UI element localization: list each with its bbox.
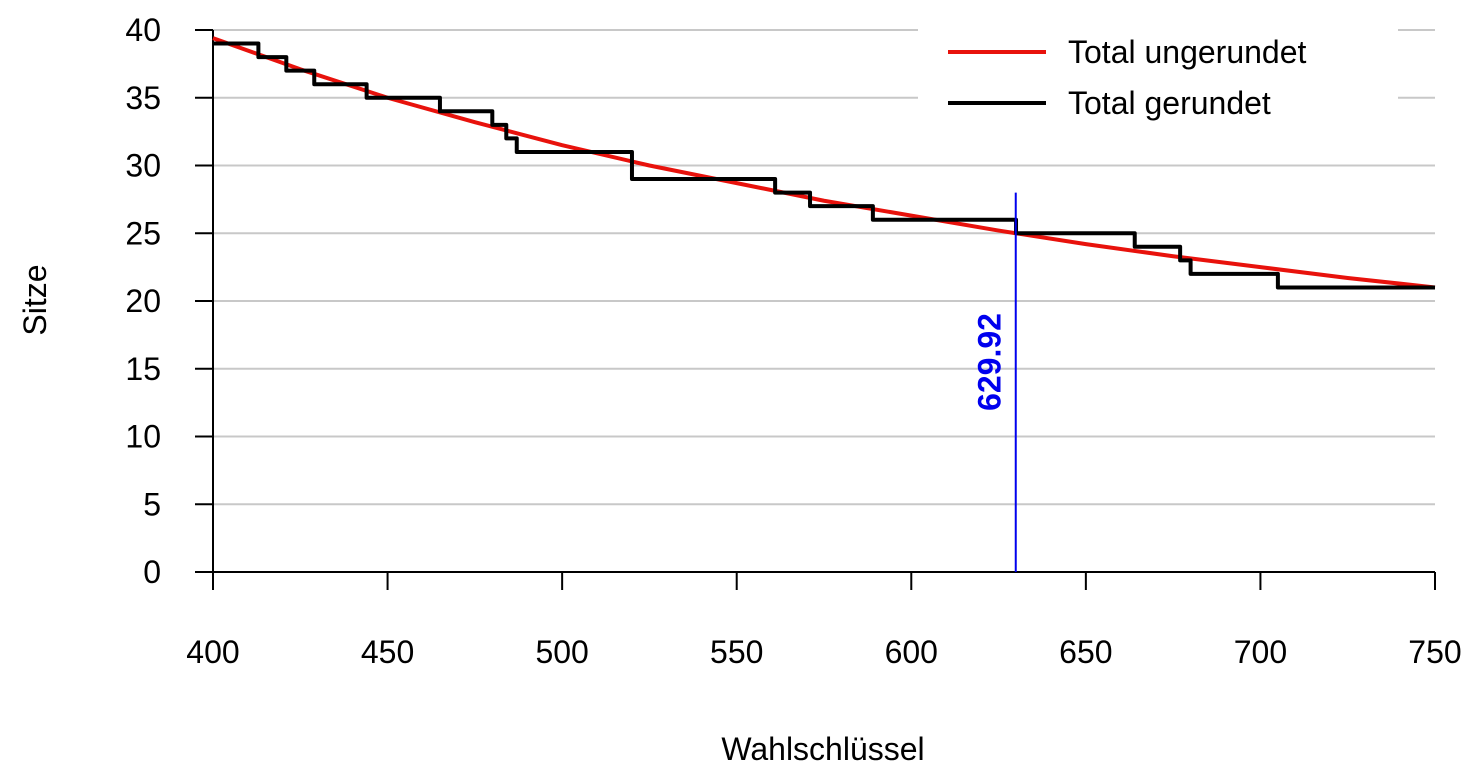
marker-label: 629.92 <box>972 313 1008 411</box>
y-tick-label: 15 <box>125 351 161 387</box>
x-tick-label: 750 <box>1408 634 1461 670</box>
legend-background <box>918 24 1398 136</box>
legend-label: Total ungerundet <box>1068 34 1307 70</box>
series-line-ungerundet <box>212 36 1436 290</box>
x-tick-label: 400 <box>186 634 239 670</box>
y-tick-label: 5 <box>143 486 161 522</box>
series-line-gerundet <box>213 41 1435 290</box>
y-tick-label: 40 <box>125 12 161 48</box>
legend: Total ungerundet Total gerundet <box>918 24 1398 136</box>
x-tick-label: 700 <box>1234 634 1287 670</box>
x-tick-label: 600 <box>885 634 938 670</box>
y-ticks: 0 5 10 15 20 25 30 35 40 <box>125 12 213 590</box>
y-axis-title: Sitze <box>17 264 53 335</box>
x-ticks: 400 450 500 550 600 650 700 750 <box>186 572 1462 670</box>
axes: 0 5 10 15 20 25 30 35 40 400 450 500 550 600 650 700 75… <box>125 12 1461 670</box>
y-tick-label: 30 <box>125 148 161 184</box>
x-tick-label: 500 <box>535 634 588 670</box>
y-tick-label: 10 <box>125 419 161 455</box>
annotation-layer: 629.92 <box>972 192 1017 572</box>
series-layer <box>212 36 1436 290</box>
y-tick-label: 35 <box>125 80 161 116</box>
y-tick-label: 25 <box>125 215 161 251</box>
y-tick-label: 0 <box>143 554 161 590</box>
x-tick-label: 450 <box>361 634 414 670</box>
x-axis-title: Wahlschlüssel <box>721 731 924 767</box>
x-tick-label: 650 <box>1059 634 1112 670</box>
x-tick-label: 550 <box>710 634 763 670</box>
y-tick-label: 20 <box>125 283 161 319</box>
legend-label: Total gerundet <box>1068 85 1271 121</box>
